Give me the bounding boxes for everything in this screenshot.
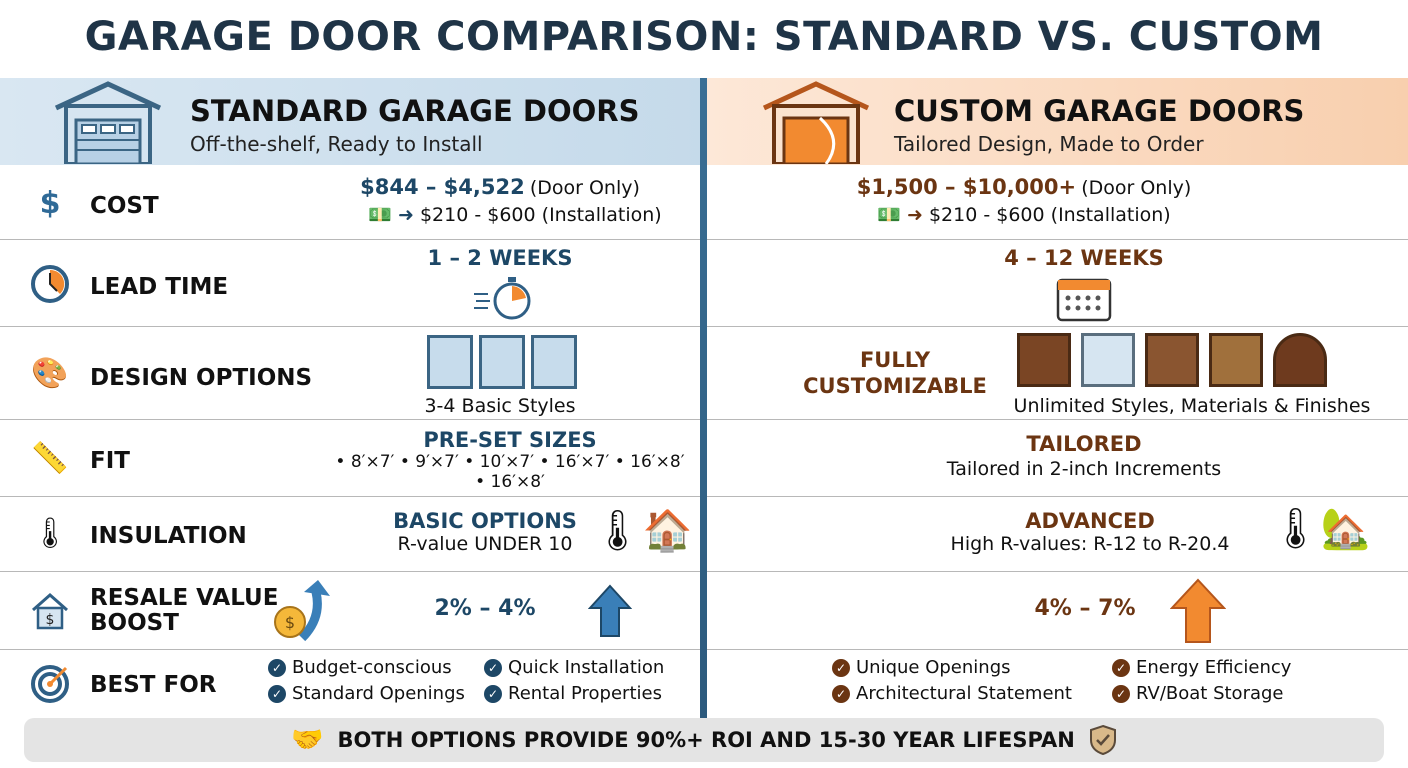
standard-install-cost: $210 - $600 (Installation) [419,204,662,226]
custom-insulation: High R-values: R-12 to R-20.4 [950,533,1230,555]
svg-text:$: $ [285,613,295,632]
standard-fit-heading: PRE-SET SIZES [423,428,597,452]
best-for-item: ✓ Rental Properties [484,683,662,704]
custom-fit-heading: TAILORED [1026,432,1142,456]
svg-text:$: $ [46,612,55,628]
arrow-icon: ➜ [907,204,923,226]
cost-note: (Door Only) [529,177,640,199]
standard-resale: 2% – 4% [434,596,536,621]
garage-orange-icon [762,81,870,164]
door-style-icon [1017,333,1071,387]
footer-banner: 🤝 BOTH OPTIONS PROVIDE 90%+ ROI AND 15-3… [24,718,1384,762]
standard-insulation-heading: BASIC OPTIONS [393,509,577,533]
door-style-icon [1209,333,1263,387]
palette-icon: 🎨 [31,355,69,391]
target-icon [31,665,69,703]
house-dollar-icon: $ [32,592,68,630]
arrow-up-blue-icon [588,584,632,637]
row-label: COST [90,193,159,219]
column-divider [700,78,707,718]
standard-sizes-extra: • 16′×8′ [475,472,545,492]
row-label: INSULATION [90,523,247,549]
standard-heading: STANDARD GARAGE DOORS [190,94,640,128]
custom-cost-range: $1,500 – $10,000+ [856,175,1077,199]
door-style-icon [1273,333,1327,387]
custom-design-heading: FULLY CUSTOMIZABLE [803,348,987,398]
custom-header: CUSTOM GARAGE DOORS Tailored Design, Mad… [704,78,1408,165]
standard-design: 3-4 Basic Styles [424,395,576,417]
best-for-item: ✓ Energy Efficiency [1112,657,1291,678]
row-cost: $ COST $844 – $4,522 (Door Only) 💵 ➜ $21… [0,165,1408,240]
stopwatch-icon [474,277,531,320]
row-best-for: BEST FOR ✓ Budget-conscious ✓ Quick Instal… [0,650,1408,718]
standard-lead-time: 1 – 2 WEEKS [427,246,573,270]
dollar-icon: $ [39,185,61,221]
row-lead-time: LEAD TIME 1 – 2 WEEKS 4 – 12 WEEKS [0,240,1408,327]
best-for-item: ✓ Architectural Statement [832,683,1072,704]
row-label: DESIGN OPTIONS [90,365,313,391]
row-label: RESALE VALUE BOOST [90,585,279,636]
custom-resale: 4% – 7% [1034,596,1136,621]
standard-door-styles [424,335,580,393]
best-for-item: ✓ RV/Boat Storage [1112,683,1284,704]
shield-check-icon [1089,724,1116,756]
arrow-up-orange-icon [1170,578,1226,643]
row-label: FIT [90,448,130,474]
thermometer-house-fire-icon: 🌡🏠 [592,508,693,554]
row-fit: 📏 FIT PRE-SET SIZES • 8′×7′ • 9′×7′ • 10… [0,420,1408,497]
page-title: GARAGE DOOR COMPARISON: STANDARD VS. CUS… [84,14,1324,60]
custom-lead-time: 4 – 12 WEEKS [1004,246,1164,270]
coin-arrow-up-icon: $ [274,580,330,642]
cost-note: (Door Only) [1081,177,1192,199]
door-style-icon [479,335,525,389]
door-style-icon [1145,333,1199,387]
door-style-icon [531,335,577,389]
thermometer-house-shield-icon: 🌡🏡 [1270,506,1371,552]
row-label: BEST FOR [90,672,217,698]
row-label: LEAD TIME [90,274,229,300]
custom-insulation-heading: ADVANCED [1025,509,1155,533]
standard-subheading: Off-the-shelf, Ready to Install [190,132,483,156]
door-style-icon [427,335,473,389]
handshake-icon: 🤝 [291,725,324,755]
best-for-item: ✓ Quick Installation [484,657,664,678]
custom-design: Unlimited Styles, Materials & Finishes [1013,395,1371,417]
thermometer-icon: 🌡 [30,515,70,551]
custom-install-cost: $210 - $600 (Installation) [928,204,1171,226]
custom-fit: Tailored in 2-inch Increments [946,458,1222,480]
best-for-item: ✓ Budget-conscious [268,657,452,678]
best-for-item: ✓ Standard Openings [268,683,465,704]
standard-cost-range: $844 – $4,522 [360,175,525,199]
row-design-options: 🎨 DESIGN OPTIONS 3-4 Basic Styles FULLY … [0,327,1408,420]
calendar-icon [1056,278,1112,322]
standard-header: STANDARD GARAGE DOORS Off-the-shelf, Rea… [0,78,704,165]
clock-icon [31,265,69,303]
custom-door-styles [1012,333,1332,391]
custom-heading: CUSTOM GARAGE DOORS [894,94,1305,128]
best-for-item: ✓ Unique Openings [832,657,1011,678]
garage-blue-icon [54,81,162,164]
cash-icon: 💵 [368,204,392,226]
custom-subheading: Tailored Design, Made to Order [894,132,1204,156]
ruler-icon: 📏 [31,440,69,476]
footer-text: BOTH OPTIONS PROVIDE 90%+ ROI AND 15-30 … [337,728,1075,752]
door-style-icon [1081,333,1135,387]
arrow-icon: ➜ [398,204,414,226]
cash-icon: 💵 [877,204,901,226]
standard-insulation: R-value UNDER 10 [397,533,573,555]
standard-sizes: • 8′×7′ • 9′×7′ • 10′×7′ • 16′×7′ • 16′×… [335,452,685,472]
